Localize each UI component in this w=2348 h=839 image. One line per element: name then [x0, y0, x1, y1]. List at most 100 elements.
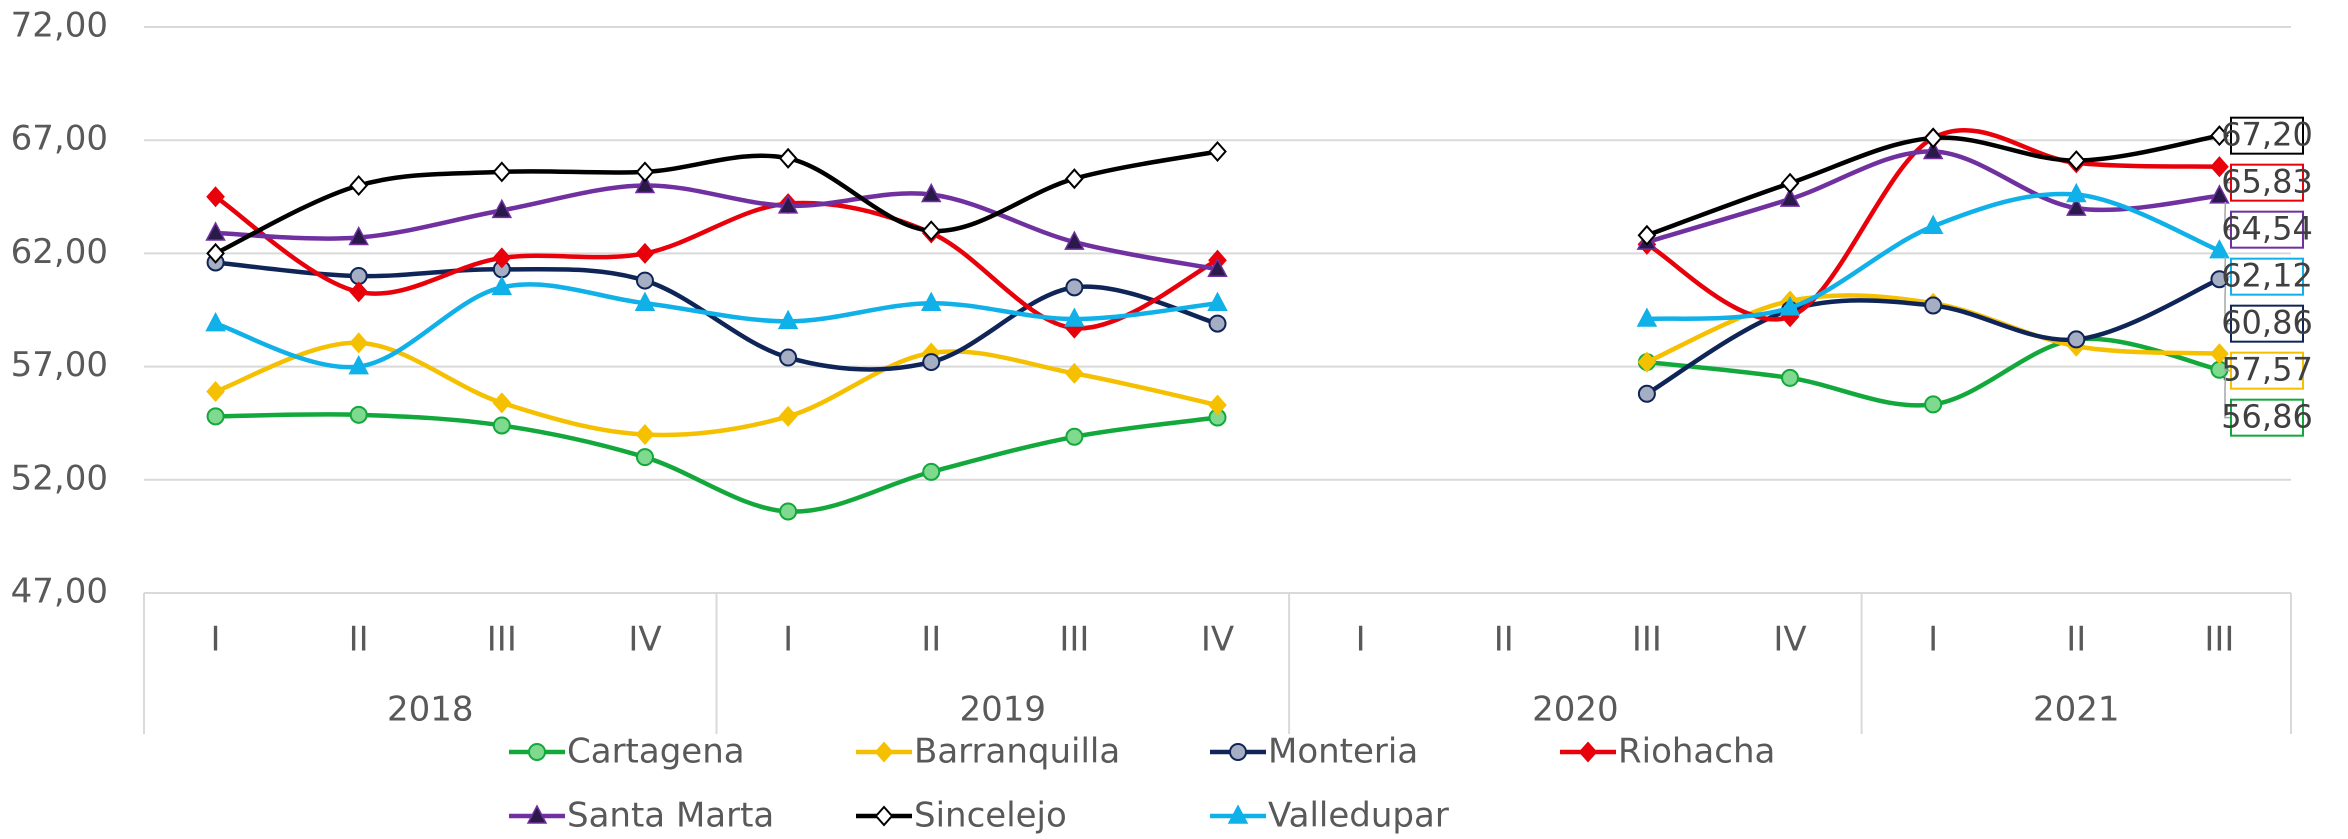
- marker: [206, 242, 225, 264]
- x-tick-label: IV: [628, 620, 661, 660]
- marker: [2210, 156, 2229, 178]
- marker: [1923, 127, 1943, 149]
- leader-line: [2224, 172, 2231, 185]
- legend-label: Monteria: [1268, 732, 1418, 772]
- marker: [526, 804, 548, 824]
- line: [214, 282, 1218, 370]
- marker: [1208, 394, 1227, 416]
- x-group-label: 2021: [2033, 690, 2120, 730]
- legend-item: Sincelejo: [856, 796, 1067, 836]
- marker: [635, 448, 654, 467]
- legend-label: Santa Marta: [567, 796, 774, 836]
- marker: [491, 275, 513, 296]
- marker: [1065, 278, 1084, 297]
- marker: [492, 161, 512, 183]
- marker: [874, 805, 894, 827]
- value-label: 64,54: [2221, 210, 2313, 248]
- marker: [492, 416, 511, 435]
- legend-label: Riohacha: [1618, 732, 1775, 772]
- marker: [922, 462, 941, 481]
- legend-label: Sincelejo: [914, 796, 1067, 836]
- value-label: 60,86: [2221, 304, 2313, 342]
- marker: [1064, 307, 1085, 327]
- legend-label: Valledupar: [1268, 796, 1449, 836]
- marker: [349, 405, 368, 424]
- marker: [634, 291, 656, 311]
- marker: [635, 271, 654, 290]
- marker: [1578, 741, 1598, 763]
- line: [215, 412, 1218, 514]
- x-tick-label: III: [1632, 620, 1662, 660]
- value-label: 65,83: [2221, 163, 2313, 201]
- marker: [1922, 214, 1944, 234]
- marker: [2209, 184, 2230, 204]
- marker: [1924, 296, 1943, 315]
- value-label-box: [2230, 398, 2304, 437]
- legend-label: Cartagena: [567, 732, 745, 772]
- y-tick-label: 52,00: [11, 458, 108, 498]
- marker: [1065, 362, 1084, 384]
- marker: [206, 186, 225, 208]
- x-tick-label: III: [1059, 620, 1089, 660]
- marker: [1636, 307, 1658, 327]
- value-label-box: [2230, 257, 2304, 296]
- legend-item: Santa Marta: [509, 796, 774, 836]
- leader-line: [2224, 285, 2231, 325]
- marker: [1207, 257, 1228, 277]
- line: [215, 183, 1218, 272]
- leader-line: [2224, 375, 2231, 419]
- marker: [206, 380, 225, 403]
- marker: [1637, 224, 1657, 246]
- marker: [778, 147, 798, 169]
- x-tick-label: I: [1356, 620, 1366, 660]
- marker: [492, 392, 512, 414]
- marker: [874, 741, 894, 763]
- x-group-label: 2019: [960, 690, 1047, 730]
- marker: [779, 348, 798, 367]
- marker: [349, 174, 369, 196]
- marker: [1064, 230, 1085, 250]
- line: [1645, 127, 2220, 322]
- marker: [920, 182, 942, 203]
- value-label: 57,57: [2221, 351, 2313, 389]
- marker: [491, 198, 513, 219]
- marker: [777, 309, 799, 330]
- x-group-label: 2018: [387, 690, 474, 730]
- marker: [1208, 141, 1227, 163]
- marker: [779, 502, 798, 521]
- marker: [1779, 187, 1801, 207]
- marker: [1637, 384, 1656, 403]
- line: [214, 340, 1218, 438]
- marker: [1227, 804, 1249, 824]
- value-label-box: [2230, 116, 2304, 155]
- marker: [349, 281, 369, 303]
- y-tick-label: 67,00: [11, 119, 108, 159]
- legend-item: Barranquilla: [856, 732, 1120, 772]
- marker: [1637, 351, 1657, 373]
- marker: [1208, 314, 1227, 333]
- marker: [1781, 368, 1800, 387]
- value-label: 67,20: [2221, 116, 2313, 154]
- leader-line: [2224, 256, 2231, 278]
- marker: [634, 173, 656, 194]
- value-label: 56,86: [2221, 398, 2313, 436]
- marker: [1924, 395, 1943, 414]
- line: [214, 149, 1218, 256]
- marker: [635, 424, 655, 446]
- x-tick-label: I: [1928, 620, 1938, 660]
- x-tick-label: I: [783, 620, 793, 660]
- y-tick-label: 72,00: [11, 6, 108, 46]
- marker: [2066, 182, 2087, 203]
- marker: [528, 743, 546, 761]
- x-tick-label: III: [2204, 620, 2234, 660]
- marker: [1922, 139, 1944, 160]
- legend-label: Barranquilla: [914, 732, 1120, 772]
- marker: [2210, 343, 2229, 365]
- marker: [1065, 168, 1084, 190]
- marker: [2066, 196, 2087, 216]
- x-tick-label: II: [921, 620, 941, 660]
- marker: [205, 311, 226, 332]
- y-tick-label: 47,00: [11, 572, 108, 612]
- marker: [2210, 125, 2229, 147]
